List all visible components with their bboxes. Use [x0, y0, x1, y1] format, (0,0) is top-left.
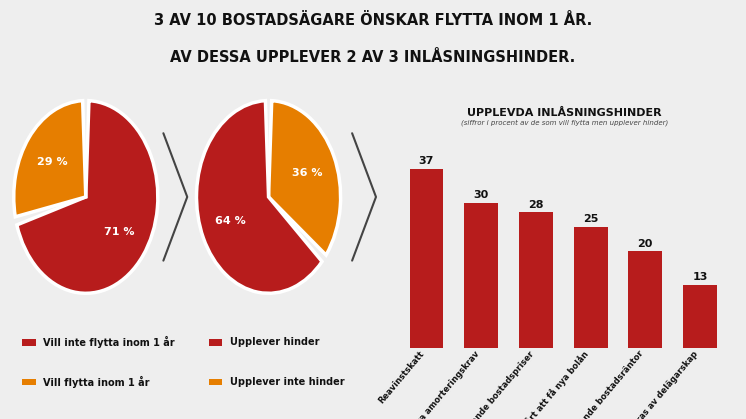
- Text: Upplever inte hinder: Upplever inte hinder: [230, 377, 345, 387]
- Text: 13: 13: [692, 272, 708, 282]
- Bar: [464, 202, 498, 348]
- Text: 25: 25: [583, 214, 598, 224]
- Text: 64 %: 64 %: [215, 216, 245, 226]
- Wedge shape: [17, 101, 158, 293]
- Bar: [628, 251, 662, 348]
- Text: 30: 30: [474, 190, 489, 200]
- Bar: [410, 168, 443, 348]
- Bar: [574, 227, 607, 348]
- Text: 3 AV 10 BOSTADSÄGARE ÖNSKAR FLYTTA INOM 1 ÅR.: 3 AV 10 BOSTADSÄGARE ÖNSKAR FLYTTA INOM …: [154, 13, 592, 28]
- Bar: [683, 285, 717, 348]
- Text: Upplever hinder: Upplever hinder: [230, 337, 319, 347]
- Text: 29 %: 29 %: [37, 157, 68, 167]
- Text: (siffror i procent av de som vill flytta men upplever hinder): (siffror i procent av de som vill flytta…: [461, 120, 668, 127]
- Wedge shape: [196, 101, 322, 293]
- Text: 36 %: 36 %: [292, 168, 322, 178]
- Wedge shape: [13, 101, 86, 217]
- Text: UPPLEVDA INLÅSNINGSHINDER: UPPLEVDA INLÅSNINGSHINDER: [468, 108, 662, 118]
- Text: Vill flytta inom 1 år: Vill flytta inom 1 år: [43, 376, 150, 388]
- Text: Vill inte flytta inom 1 år: Vill inte flytta inom 1 år: [43, 336, 175, 348]
- Wedge shape: [269, 101, 341, 255]
- Text: AV DESSA UPPLEVER 2 AV 3 INLÅSNINGSHINDER.: AV DESSA UPPLEVER 2 AV 3 INLÅSNINGSHINDE…: [170, 50, 576, 65]
- Text: 28: 28: [528, 200, 544, 210]
- Text: 37: 37: [419, 156, 434, 166]
- Text: 20: 20: [638, 238, 653, 248]
- Text: 71 %: 71 %: [104, 227, 134, 237]
- Bar: [519, 212, 553, 348]
